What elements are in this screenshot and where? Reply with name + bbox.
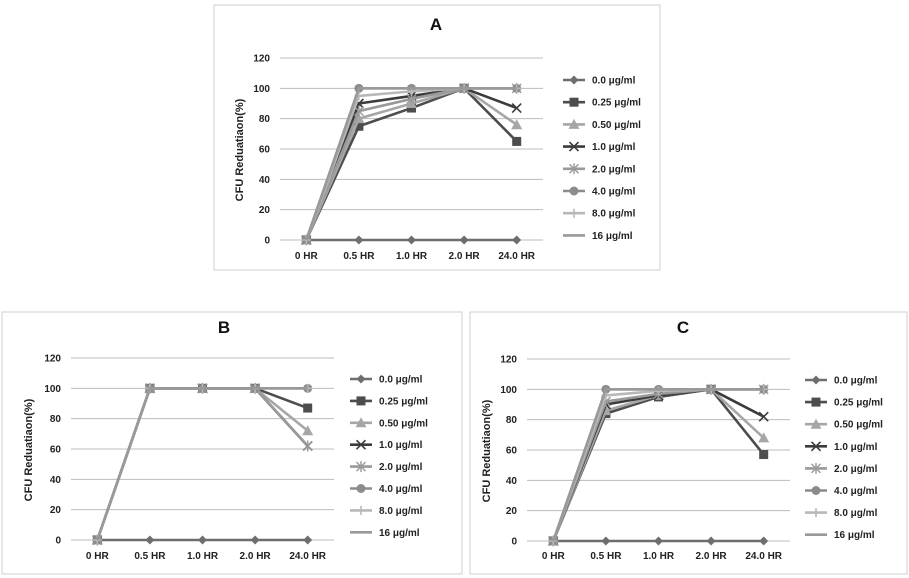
legend-label: 4.0 μg/ml bbox=[834, 486, 878, 497]
legend-marker bbox=[357, 396, 366, 405]
x-tick-label: 1.0 HR bbox=[187, 551, 219, 562]
y-tick-label: 120 bbox=[500, 355, 517, 366]
legend-label: 2.0 μg/ml bbox=[592, 164, 636, 175]
x-tick-label: 0 HR bbox=[86, 551, 110, 562]
y-tick-label: 40 bbox=[50, 475, 62, 486]
x-tick-label: 0.5 HR bbox=[590, 551, 622, 562]
legend-label: 0.25 μg/ml bbox=[834, 398, 883, 409]
legend-label: 2.0 μg/ml bbox=[834, 464, 878, 475]
legend-label: 8.0 μg/ml bbox=[834, 508, 878, 519]
x-tick-label: 0 HR bbox=[295, 251, 319, 262]
x-tick-label: 24.0 HR bbox=[745, 551, 782, 562]
y-tick-label: 20 bbox=[506, 506, 518, 517]
x-tick-label: 24.0 HR bbox=[289, 551, 326, 562]
legend-label: 8.0 μg/ml bbox=[379, 506, 423, 517]
y-tick-label: 100 bbox=[44, 384, 61, 395]
x-tick-label: 2.0 HR bbox=[696, 551, 728, 562]
y-tick-label: 0 bbox=[264, 236, 270, 247]
legend-label: 1.0 μg/ml bbox=[592, 142, 636, 153]
y-axis-label: CFU Reduatiaon(%) bbox=[481, 399, 493, 502]
x-tick-label: 24.0 HR bbox=[498, 251, 535, 262]
y-tick-label: 120 bbox=[44, 354, 61, 365]
figure-canvas: A 0 20 40 60 80 100 120 0 HR 0.5 HR 1.0 HR 2.0 HR 24… bbox=[0, 0, 909, 578]
legend-label: 16 μg/ml bbox=[834, 530, 875, 541]
legend-label: 0.0 μg/ml bbox=[834, 376, 878, 387]
legend-label: 0.25 μg/ml bbox=[592, 98, 641, 109]
y-tick-label: 20 bbox=[50, 505, 62, 516]
y-tick-label: 40 bbox=[506, 476, 518, 487]
y-tick-label: 20 bbox=[259, 205, 271, 216]
x-tick-label: 1.0 HR bbox=[643, 551, 675, 562]
legend-label: 0.50 μg/ml bbox=[834, 420, 883, 431]
x-tick-label: 2.0 HR bbox=[240, 551, 272, 562]
data-point bbox=[512, 137, 521, 146]
legend-label: 1.0 μg/ml bbox=[379, 440, 423, 451]
y-tick-label: 80 bbox=[506, 415, 518, 426]
y-tick-label: 80 bbox=[50, 414, 62, 425]
data-point bbox=[303, 404, 312, 413]
legend-label: 8.0 μg/ml bbox=[592, 209, 636, 220]
legend-marker bbox=[812, 486, 821, 495]
x-tick-label: 0.5 HR bbox=[343, 251, 375, 262]
legend-label: 0.25 μg/ml bbox=[379, 396, 428, 407]
legend-label: 2.0 μg/ml bbox=[379, 462, 423, 473]
y-tick-label: 100 bbox=[253, 84, 270, 95]
y-tick-label: 80 bbox=[259, 114, 271, 125]
legend-marker bbox=[570, 187, 579, 196]
chart-title: B bbox=[218, 318, 230, 337]
y-tick-label: 0 bbox=[55, 536, 61, 547]
legend-label: 0.0 μg/ml bbox=[379, 375, 423, 386]
y-tick-label: 40 bbox=[259, 175, 271, 186]
y-axis-label: CFU Reduatiaon(%) bbox=[23, 398, 35, 501]
y-tick-label: 60 bbox=[506, 446, 518, 457]
legend-marker bbox=[357, 484, 366, 493]
x-tick-label: 0.5 HR bbox=[134, 551, 166, 562]
y-tick-label: 0 bbox=[511, 537, 517, 548]
legend-label: 0.0 μg/ml bbox=[592, 76, 636, 87]
chart-title: A bbox=[430, 15, 442, 34]
x-tick-label: 1.0 HR bbox=[396, 251, 428, 262]
legend-label: 4.0 μg/ml bbox=[379, 484, 423, 495]
y-tick-label: 60 bbox=[259, 145, 271, 156]
legend-label: 16 μg/ml bbox=[379, 528, 420, 539]
legend-marker bbox=[570, 98, 579, 107]
y-tick-label: 60 bbox=[50, 445, 62, 456]
legend-label: 16 μg/ml bbox=[592, 231, 633, 242]
x-tick-label: 2.0 HR bbox=[449, 251, 481, 262]
legend-label: 4.0 μg/ml bbox=[592, 187, 636, 198]
chart-panel-c: C 0 20 40 60 80 100 120 0 HR 0.5 HR 1.0 HR 2.0 HR 24… bbox=[470, 312, 907, 574]
legend-label: 0.50 μg/ml bbox=[379, 418, 428, 429]
y-tick-label: 120 bbox=[253, 54, 270, 65]
chart-title: C bbox=[677, 318, 689, 337]
chart-panel-b: B 0 20 40 60 80 100 120 0 HR 0.5 HR 1.0 HR 2.0 HR 24… bbox=[2, 312, 462, 574]
data-point bbox=[759, 450, 768, 459]
legend-label: 1.0 μg/ml bbox=[834, 442, 878, 453]
y-tick-label: 100 bbox=[500, 385, 517, 396]
x-tick-label: 0 HR bbox=[542, 551, 566, 562]
y-axis-label: CFU Reduatiaon(%) bbox=[234, 98, 246, 201]
legend-marker bbox=[812, 398, 821, 407]
legend-label: 0.50 μg/ml bbox=[592, 120, 641, 131]
chart-panel-a: A 0 20 40 60 80 100 120 0 HR 0.5 HR 1.0 HR 2.0 HR 24… bbox=[214, 5, 660, 270]
